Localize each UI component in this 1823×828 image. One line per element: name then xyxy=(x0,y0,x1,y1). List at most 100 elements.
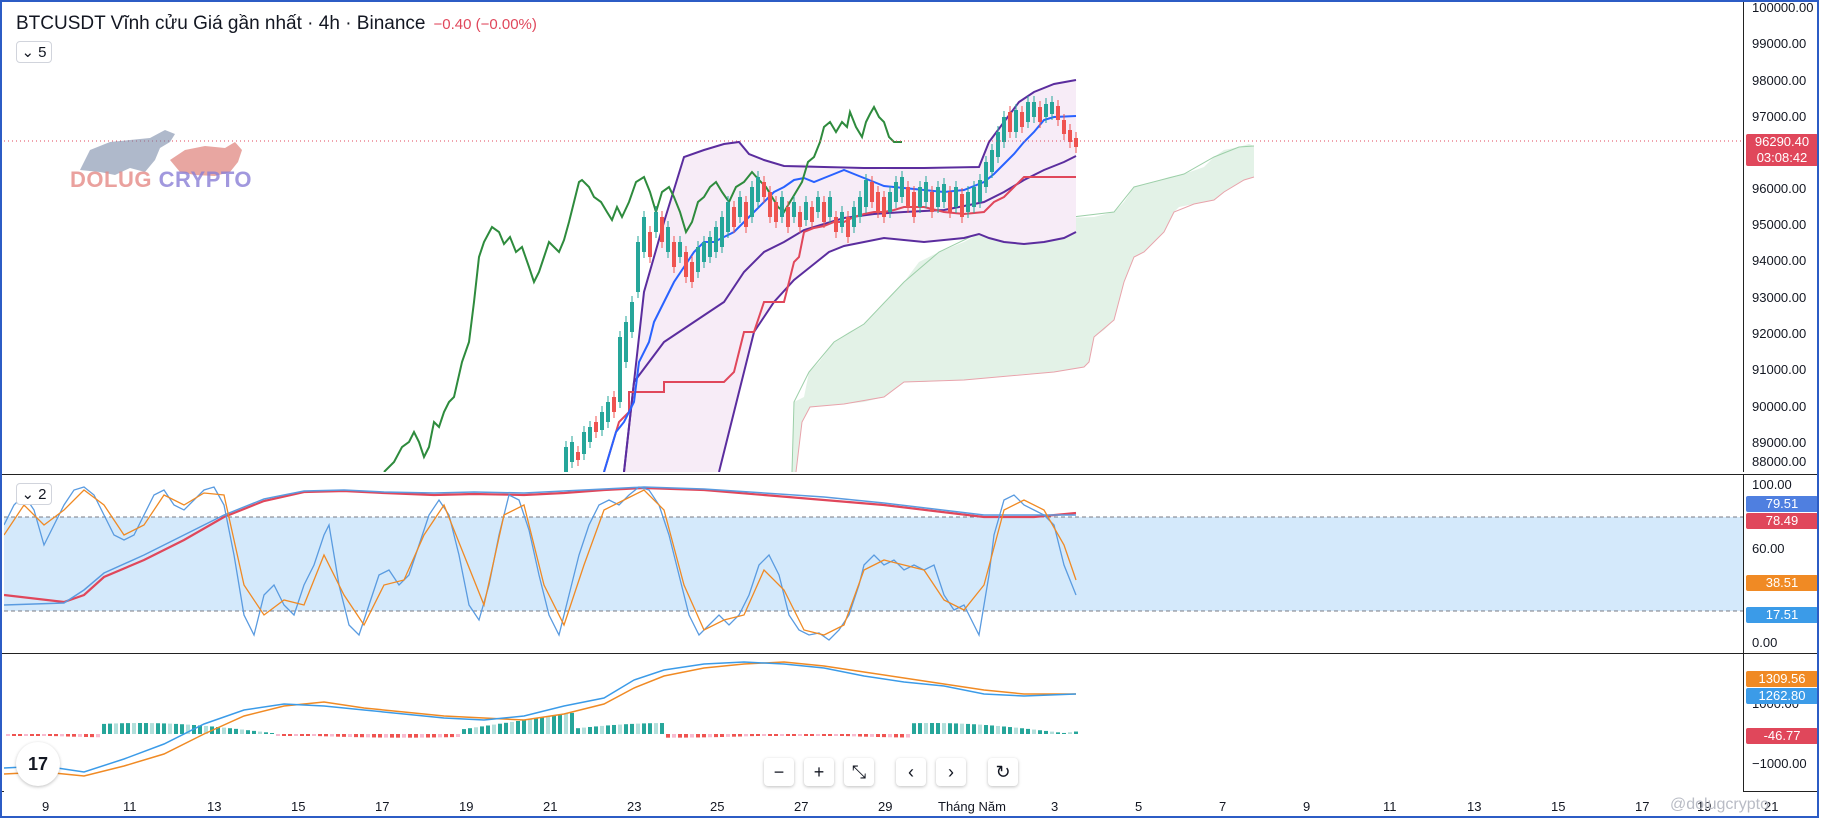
histogram-bar xyxy=(84,734,88,738)
histogram-bar xyxy=(720,734,724,737)
candle-body xyxy=(672,242,676,267)
histogram-bar xyxy=(516,721,520,734)
zoom-in-button[interactable]: + xyxy=(804,758,834,786)
time-label: 5 xyxy=(1135,799,1143,814)
histogram-bar xyxy=(774,734,778,736)
candle-body xyxy=(600,412,604,430)
price-change: −0.40 (−0.00%) xyxy=(433,16,537,33)
histogram-bar xyxy=(162,723,166,734)
histogram-bar xyxy=(312,734,316,736)
candles xyxy=(564,96,1078,472)
histogram-bar xyxy=(828,734,832,736)
macd-tag-blue: 1262.80 xyxy=(1746,688,1817,704)
histogram-bar xyxy=(792,734,796,736)
zoom-out-button[interactable]: − xyxy=(764,758,794,786)
scroll-right-button[interactable]: › xyxy=(936,758,966,786)
histogram-bar xyxy=(432,734,436,738)
candle-body xyxy=(984,162,988,187)
histogram-bar xyxy=(378,734,382,738)
histogram-bar xyxy=(648,723,652,734)
candle-body xyxy=(708,237,712,257)
histogram-bar xyxy=(552,715,556,734)
indicator-count: 5 xyxy=(38,43,47,61)
candle-body xyxy=(684,252,688,277)
candle-body xyxy=(882,197,886,217)
histogram-bar xyxy=(48,734,52,736)
candle-body xyxy=(582,432,586,454)
histogram-bar xyxy=(468,728,472,734)
rsi-indicators-toggle[interactable]: ⌄ 2 xyxy=(16,483,52,505)
candle-body xyxy=(810,207,814,222)
histogram-bar xyxy=(330,734,334,737)
scroll-left-button[interactable]: ‹ xyxy=(896,758,926,786)
macd-scale[interactable]: 1000.00 −1000.00 1309.56 1262.80 -46.77 xyxy=(1743,654,1817,791)
pane-divider[interactable] xyxy=(2,474,1817,475)
rsi-tag-lightblue: 17.51 xyxy=(1746,607,1817,623)
price-label: 89000.00 xyxy=(1752,435,1807,450)
logo-text-a: DOLUG xyxy=(70,167,152,192)
candle-body xyxy=(576,452,580,460)
histogram-bar xyxy=(858,734,862,737)
rsi-scale[interactable]: 100.00 60.00 0.00 79.51 78.49 38.51 17.5… xyxy=(1743,475,1817,653)
histogram-bar xyxy=(834,734,838,736)
main-indicators-toggle[interactable]: ⌄ 5 xyxy=(16,41,52,63)
histogram-bar xyxy=(1002,726,1006,734)
candle-body xyxy=(738,197,742,217)
bull-bear-logo-icon xyxy=(80,130,242,176)
candle-body xyxy=(1062,120,1066,134)
candle-body xyxy=(732,207,736,227)
time-label: 7 xyxy=(1219,799,1227,814)
candle-body xyxy=(912,192,916,217)
tradingview-logo-icon[interactable]: 17 xyxy=(16,742,60,786)
histogram-bar xyxy=(666,734,670,738)
candle-body xyxy=(966,192,970,212)
price-label: 97000.00 xyxy=(1752,109,1807,124)
histogram-bar xyxy=(840,734,844,736)
time-label: 23 xyxy=(627,799,642,814)
reset-zoom-button[interactable]: ⤡ xyxy=(844,758,874,786)
histogram-bar xyxy=(120,723,124,734)
histogram-bar xyxy=(96,734,100,738)
histogram-bar xyxy=(246,730,250,734)
candle-body xyxy=(612,397,616,412)
stoch-rsi-pane[interactable]: ⌄ 2 xyxy=(4,475,1743,653)
histogram-bar xyxy=(1008,727,1012,734)
time-label: Tháng Năm xyxy=(938,799,1006,814)
price-label: 95000.00 xyxy=(1752,217,1807,232)
candle-body xyxy=(786,207,790,227)
candle-body xyxy=(774,202,778,222)
histogram-bar xyxy=(36,734,40,736)
time-label: 27 xyxy=(794,799,809,814)
histogram-bar xyxy=(228,728,232,734)
reload-button[interactable]: ↻ xyxy=(988,758,1018,786)
histogram-bar xyxy=(342,734,346,737)
time-axis[interactable]: 9 11 13 15 17 19 21 23 25 27 29 Tháng Nă… xyxy=(4,791,1778,816)
candle-body xyxy=(756,177,760,202)
histogram-bar xyxy=(702,734,706,738)
histogram-bar xyxy=(1062,732,1066,734)
histogram-bar xyxy=(732,734,736,737)
price-label: 99000.00 xyxy=(1752,36,1807,51)
candle-body xyxy=(594,422,598,432)
histogram-bar xyxy=(708,734,712,738)
histogram-bar xyxy=(618,724,622,734)
candle-body xyxy=(1014,110,1018,132)
candle-body xyxy=(660,217,664,242)
price-scale[interactable]: 100000.00 99000.00 98000.00 97000.00 960… xyxy=(1743,2,1817,472)
histogram-bar xyxy=(936,723,940,734)
price-label: 91000.00 xyxy=(1752,362,1807,377)
candle-body xyxy=(894,182,898,202)
candle-body xyxy=(744,202,748,227)
rsi-tag-orange: 38.51 xyxy=(1746,575,1817,591)
rsi-tag-red: 78.49 xyxy=(1746,513,1817,529)
histogram-bar xyxy=(24,734,28,736)
histogram-bar xyxy=(960,723,964,734)
macd-pane[interactable] xyxy=(4,654,1743,791)
price-pane[interactable]: BTCUSDT Vĩnh cửu Giá gần nhất · 4h · Bin… xyxy=(4,2,1743,472)
histogram-bar xyxy=(672,734,676,738)
candle-body xyxy=(1056,106,1060,120)
pane-divider[interactable] xyxy=(2,653,1817,654)
candle-body xyxy=(570,442,574,462)
histogram-bar xyxy=(60,734,64,737)
histogram-bar xyxy=(738,734,742,737)
